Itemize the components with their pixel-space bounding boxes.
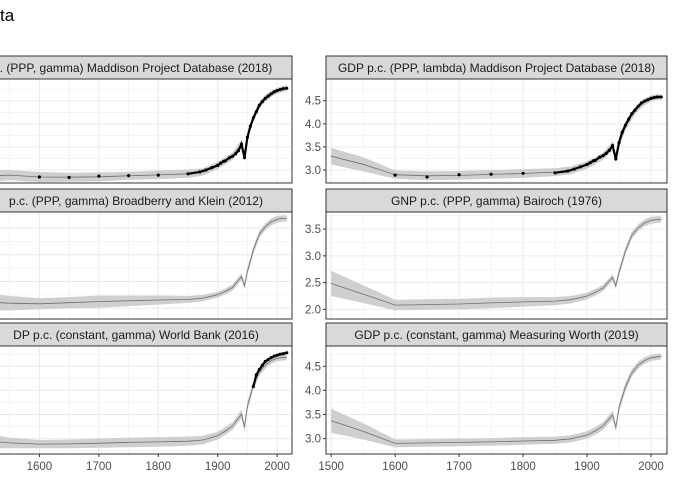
facet-strip-label: . (PPP, gamma) Maddison Project Database… (0, 61, 272, 75)
panel-border (325, 78, 668, 184)
x-tick-label: 1900 (574, 461, 600, 473)
y-tick-label: 3.5 (305, 409, 321, 421)
observation-line (252, 351, 287, 387)
confidence-band (331, 94, 662, 181)
confidence-band (331, 216, 662, 311)
observation-point (457, 173, 461, 177)
facet-panel-5: DP p.c. (constant, gamma) World Bank (20… (0, 322, 293, 473)
observation-line (554, 95, 662, 174)
panel-border (325, 345, 668, 455)
plot-background (0, 346, 292, 454)
facet-panel-3: p.c. (PPP, gamma) Broadberry and Klein (… (0, 188, 293, 320)
x-tick-label: 2000 (264, 461, 290, 473)
y-tick-label: 3.5 (305, 142, 321, 154)
x-tick-label: 1600 (27, 461, 53, 473)
confidence-band (0, 85, 287, 183)
observation-point (425, 175, 429, 179)
observation-point (37, 175, 42, 179)
y-tick-label: 3.5 (305, 224, 321, 236)
facet-panel-1: . (PPP, gamma) Maddison Project Database… (0, 55, 293, 184)
estimate-line (0, 218, 287, 305)
facet-strip-label: GDP p.c. (PPP, lambda) Maddison Project … (338, 61, 655, 75)
y-tick-label: 4.0 (305, 119, 321, 131)
observation-point (67, 175, 71, 180)
x-tick-label: 1800 (145, 461, 171, 473)
y-tick-label: 3.0 (305, 165, 321, 177)
facet-panel-2: GDP p.c. (PPP, lambda) Maddison Project … (305, 55, 668, 184)
facet-strip-label: GDP p.c. (constant, gamma) Measuring Wor… (354, 328, 638, 342)
y-tick-label: 2.0 (305, 304, 321, 316)
observation-point (489, 172, 493, 176)
y-tick-label: 2.5 (305, 278, 321, 290)
panel-border (325, 211, 668, 320)
facet-strip-label: p.c. (PPP, gamma) Broadberry and Klein (… (9, 194, 263, 208)
observation-point (127, 174, 131, 178)
panels-group: . (PPP, gamma) Maddison Project Database… (0, 55, 668, 473)
x-tick-label: 2000 (638, 461, 664, 473)
facet-panel-6: GDP p.c. (constant, gamma) Measuring Wor… (305, 322, 668, 473)
observation-point (156, 173, 160, 177)
panel-border (0, 78, 293, 184)
estimate-line (330, 219, 662, 306)
observation-point (521, 171, 525, 175)
x-tick-label: 1700 (446, 461, 472, 473)
y-tick-label: 4.5 (305, 361, 321, 373)
x-tick-label: 1500 (318, 461, 344, 473)
observation-point (393, 173, 397, 177)
y-tick-label: 3.0 (305, 434, 321, 446)
panel-border (0, 345, 293, 455)
confidence-band (331, 353, 662, 448)
x-tick-label: 1800 (510, 461, 536, 473)
x-tick-label: 1900 (205, 461, 231, 473)
y-tick-label: 3.0 (305, 251, 321, 263)
x-tick-label: 1700 (86, 461, 112, 473)
y-tick-label: 4.5 (305, 96, 321, 108)
observation-line (187, 87, 287, 175)
facet-strip-label: DP p.c. (constant, gamma) World Bank (20… (13, 328, 259, 342)
plot-background (0, 79, 292, 183)
facet-panel-4: GNP p.c. (PPP, gamma) Bairoch (1976) 2.0 2… (305, 188, 668, 320)
figure-title-fragment: ta (0, 6, 15, 25)
y-tick-label: 4.0 (305, 385, 321, 397)
estimate-line (0, 356, 287, 445)
x-tick-label: 1600 (382, 461, 408, 473)
panel-border (0, 211, 293, 320)
estimate-line (330, 356, 662, 444)
confidence-band (0, 215, 287, 311)
facet-strip-label: GNP p.c. (PPP, gamma) Bairoch (1976) (391, 194, 602, 208)
observation-point (97, 174, 101, 178)
